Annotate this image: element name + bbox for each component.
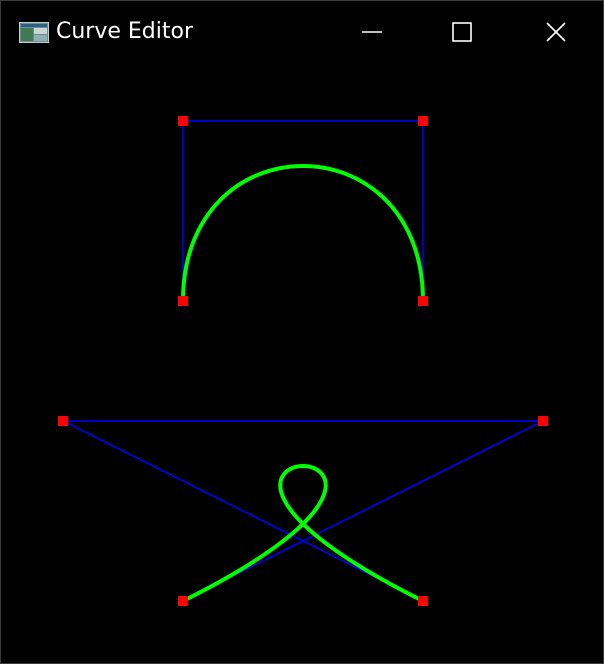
control-point-handle[interactable] bbox=[178, 596, 188, 606]
close-icon bbox=[546, 22, 566, 42]
control-point-handle[interactable] bbox=[418, 296, 428, 306]
bezier-curve-path bbox=[181, 464, 425, 603]
control-point-handle[interactable] bbox=[418, 596, 428, 606]
app-window-icon bbox=[19, 22, 49, 43]
control-point-handle[interactable] bbox=[178, 116, 188, 126]
control-point-handle[interactable] bbox=[418, 116, 428, 126]
minimize-icon bbox=[362, 31, 382, 33]
minimize-button[interactable] bbox=[349, 11, 395, 53]
control-point-handle[interactable] bbox=[58, 416, 68, 426]
bezier-curve-1 bbox=[178, 116, 428, 306]
maximize-button[interactable] bbox=[439, 11, 485, 53]
bezier-curve-2 bbox=[58, 416, 548, 606]
control-polygon bbox=[62, 420, 544, 602]
close-button[interactable] bbox=[533, 11, 579, 53]
control-polygon bbox=[182, 120, 424, 301]
control-point-handle[interactable] bbox=[538, 416, 548, 426]
title-bar[interactable]: Curve Editor bbox=[1, 1, 603, 63]
window-title: Curve Editor bbox=[56, 19, 194, 44]
control-point-handle[interactable] bbox=[178, 296, 188, 306]
maximize-icon bbox=[452, 22, 472, 42]
bezier-curve-path bbox=[181, 164, 425, 303]
curve-canvas[interactable] bbox=[1, 63, 603, 663]
